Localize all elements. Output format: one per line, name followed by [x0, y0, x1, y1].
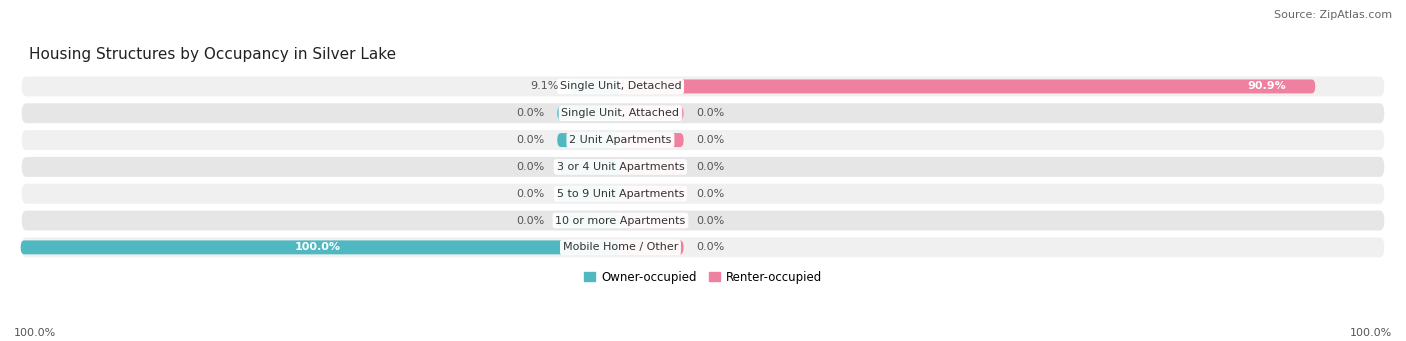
Text: 3 or 4 Unit Apartments: 3 or 4 Unit Apartments [557, 162, 685, 172]
FancyBboxPatch shape [21, 183, 1385, 205]
FancyBboxPatch shape [21, 129, 1385, 151]
FancyBboxPatch shape [620, 133, 683, 147]
Text: 100.0%: 100.0% [14, 328, 56, 338]
FancyBboxPatch shape [620, 240, 683, 254]
Text: 0.0%: 0.0% [696, 189, 724, 199]
Text: 0.0%: 0.0% [516, 216, 544, 225]
Text: 100.0%: 100.0% [295, 242, 340, 252]
Text: 0.0%: 0.0% [696, 162, 724, 172]
Text: Source: ZipAtlas.com: Source: ZipAtlas.com [1274, 10, 1392, 20]
Text: 2 Unit Apartments: 2 Unit Apartments [569, 135, 672, 145]
Text: Single Unit, Detached: Single Unit, Detached [560, 81, 682, 91]
FancyBboxPatch shape [557, 213, 620, 227]
Text: 0.0%: 0.0% [516, 108, 544, 118]
Text: 0.0%: 0.0% [696, 135, 724, 145]
Text: 90.9%: 90.9% [1247, 81, 1286, 91]
FancyBboxPatch shape [620, 213, 683, 227]
Text: 0.0%: 0.0% [516, 162, 544, 172]
FancyBboxPatch shape [557, 160, 620, 174]
Text: 0.0%: 0.0% [696, 108, 724, 118]
FancyBboxPatch shape [571, 79, 620, 93]
FancyBboxPatch shape [557, 187, 620, 201]
FancyBboxPatch shape [620, 160, 683, 174]
FancyBboxPatch shape [21, 236, 1385, 258]
Text: 10 or more Apartments: 10 or more Apartments [555, 216, 686, 225]
FancyBboxPatch shape [21, 240, 620, 254]
FancyBboxPatch shape [21, 75, 1385, 98]
Text: 0.0%: 0.0% [696, 242, 724, 252]
Text: Single Unit, Attached: Single Unit, Attached [561, 108, 679, 118]
Legend: Owner-occupied, Renter-occupied: Owner-occupied, Renter-occupied [579, 266, 827, 289]
FancyBboxPatch shape [620, 79, 1315, 93]
Text: 0.0%: 0.0% [696, 216, 724, 225]
Text: 0.0%: 0.0% [516, 189, 544, 199]
Text: 5 to 9 Unit Apartments: 5 to 9 Unit Apartments [557, 189, 685, 199]
Text: Housing Structures by Occupancy in Silver Lake: Housing Structures by Occupancy in Silve… [28, 47, 396, 62]
Text: 9.1%: 9.1% [530, 81, 558, 91]
FancyBboxPatch shape [21, 102, 1385, 124]
FancyBboxPatch shape [557, 133, 620, 147]
FancyBboxPatch shape [557, 106, 620, 120]
FancyBboxPatch shape [620, 106, 683, 120]
FancyBboxPatch shape [620, 187, 683, 201]
FancyBboxPatch shape [21, 210, 1385, 232]
Text: 0.0%: 0.0% [516, 135, 544, 145]
Text: 100.0%: 100.0% [1350, 328, 1392, 338]
Text: Mobile Home / Other: Mobile Home / Other [562, 242, 678, 252]
FancyBboxPatch shape [21, 156, 1385, 178]
